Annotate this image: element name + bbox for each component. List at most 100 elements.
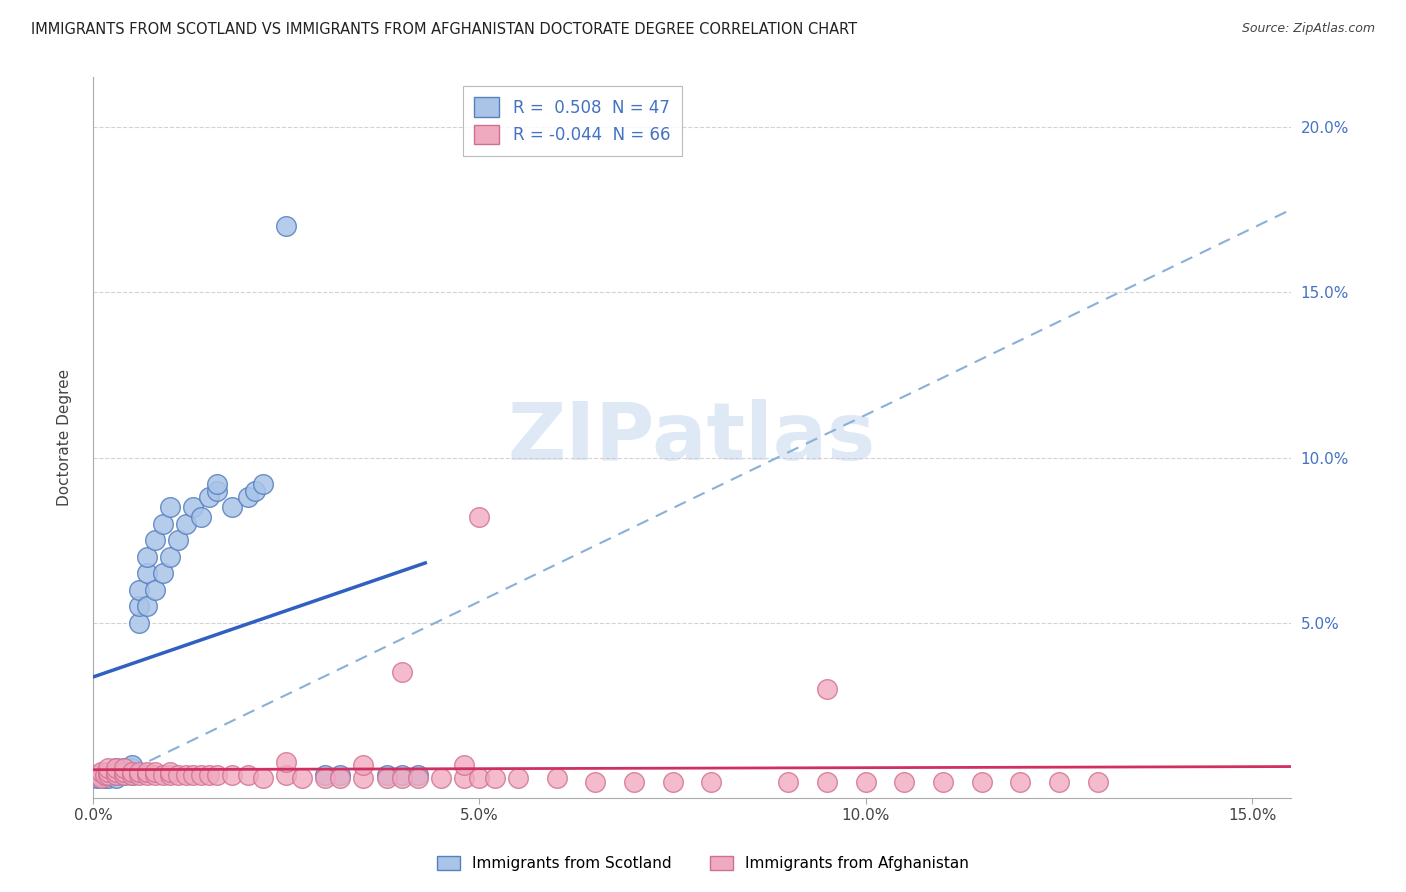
Point [105,761,128,775]
Point [90,771,112,785]
Point [183,500,205,515]
Point [453,771,475,785]
Point [112,761,135,775]
Point [429,771,451,785]
Point [1087,774,1109,789]
Point [143,764,166,779]
Y-axis label: Doctorate Degree: Doctorate Degree [58,369,72,507]
Point [252,477,274,491]
Point [661,774,683,789]
Legend: R =  0.508  N = 47, R = -0.044  N = 66: R = 0.508 N = 47, R = -0.044 N = 66 [463,86,682,156]
Point [453,758,475,772]
Point [190,510,212,524]
Point [86,771,108,785]
Point [105,768,128,782]
Point [159,768,181,782]
Point [136,549,159,564]
Point [121,768,143,782]
Point [329,768,352,782]
Point [112,764,135,779]
Point [105,761,128,775]
Point [121,764,143,779]
Point [700,774,723,789]
Point [391,768,413,782]
Point [97,761,120,775]
Point [90,771,112,785]
Text: Source: ZipAtlas.com: Source: ZipAtlas.com [1241,22,1375,36]
Point [932,774,955,789]
Point [167,768,190,782]
Point [205,477,228,491]
Point [143,533,166,548]
Point [506,771,529,785]
Point [276,755,298,769]
Point [970,774,993,789]
Point [221,768,243,782]
Point [105,768,128,782]
Point [143,768,166,782]
Point [112,768,135,782]
Point [406,768,429,782]
Point [236,490,259,504]
Point [245,483,267,498]
Point [815,774,838,789]
Point [128,582,150,597]
Text: IMMIGRANTS FROM SCOTLAND VS IMMIGRANTS FROM AFGHANISTAN DOCTORATE DEGREE CORRELA: IMMIGRANTS FROM SCOTLAND VS IMMIGRANTS F… [31,22,858,37]
Point [205,483,228,498]
Point [329,771,352,785]
Point [375,771,398,785]
Point [815,681,838,696]
Point [353,758,375,772]
Point [375,768,398,782]
Point [93,771,115,785]
Point [128,615,150,630]
Point [97,764,120,779]
Point [183,768,205,782]
Point [1047,774,1070,789]
Point [159,500,181,515]
Point [893,774,915,789]
Point [276,768,298,782]
Text: ZIPatlas: ZIPatlas [508,399,876,476]
Point [128,768,150,782]
Point [391,665,413,680]
Point [353,771,375,785]
Point [93,768,115,782]
Point [97,768,120,782]
Point [468,771,491,785]
Point [314,768,336,782]
Point [778,774,800,789]
Point [105,764,128,779]
Point [468,510,491,524]
Point [198,490,221,504]
Point [136,599,159,614]
Point [190,768,212,782]
Point [128,764,150,779]
Point [484,771,506,785]
Point [143,582,166,597]
Point [152,566,174,581]
Point [136,764,159,779]
Point [198,768,221,782]
Point [97,771,120,785]
Point [128,599,150,614]
Point [112,761,135,775]
Point [97,768,120,782]
Point [252,771,274,785]
Point [112,764,135,779]
Point [159,549,181,564]
Legend: Immigrants from Scotland, Immigrants from Afghanistan: Immigrants from Scotland, Immigrants fro… [430,850,976,877]
Point [121,768,143,782]
Point [291,771,314,785]
Point [205,768,228,782]
Point [105,764,128,779]
Point [152,768,174,782]
Point [583,774,606,789]
Point [174,768,197,782]
Point [136,768,159,782]
Point [236,768,259,782]
Point [221,500,243,515]
Point [546,771,568,785]
Point [152,516,174,531]
Point [121,764,143,779]
